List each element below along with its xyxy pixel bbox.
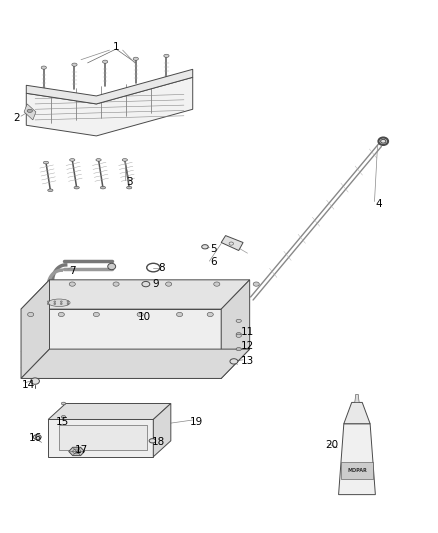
Ellipse shape: [236, 334, 241, 337]
Text: 8: 8: [159, 263, 166, 272]
Ellipse shape: [100, 187, 106, 189]
Polygon shape: [26, 69, 193, 104]
Ellipse shape: [47, 303, 49, 305]
Ellipse shape: [214, 282, 220, 286]
Ellipse shape: [236, 333, 241, 336]
Ellipse shape: [47, 301, 49, 303]
Polygon shape: [59, 425, 147, 450]
Ellipse shape: [58, 312, 64, 317]
Text: 12: 12: [241, 342, 254, 351]
Ellipse shape: [207, 312, 213, 317]
Text: 6: 6: [210, 257, 217, 267]
Ellipse shape: [108, 263, 116, 270]
Ellipse shape: [31, 378, 39, 384]
Polygon shape: [69, 447, 85, 456]
Text: 2: 2: [13, 114, 20, 123]
Polygon shape: [153, 403, 171, 457]
Polygon shape: [26, 77, 193, 136]
Polygon shape: [344, 402, 370, 424]
Polygon shape: [221, 280, 250, 378]
Text: 4: 4: [375, 199, 382, 208]
Text: 7: 7: [69, 266, 76, 276]
Ellipse shape: [27, 109, 32, 112]
Ellipse shape: [28, 312, 34, 317]
Text: 13: 13: [241, 357, 254, 366]
Ellipse shape: [60, 303, 62, 305]
Polygon shape: [21, 280, 49, 378]
Text: 10: 10: [138, 312, 151, 322]
Ellipse shape: [48, 189, 53, 191]
Polygon shape: [21, 280, 250, 309]
Ellipse shape: [74, 187, 79, 189]
Ellipse shape: [67, 301, 69, 303]
Ellipse shape: [122, 159, 127, 161]
Text: 16: 16: [29, 433, 42, 443]
Polygon shape: [48, 403, 171, 419]
Ellipse shape: [33, 435, 41, 439]
Polygon shape: [21, 349, 250, 378]
Text: 5: 5: [210, 244, 217, 254]
Ellipse shape: [164, 54, 169, 58]
Ellipse shape: [142, 281, 150, 287]
Text: 15: 15: [56, 417, 69, 427]
Text: 3: 3: [126, 177, 133, 187]
Ellipse shape: [60, 301, 62, 303]
Ellipse shape: [54, 303, 56, 305]
Text: 17: 17: [74, 446, 88, 455]
Text: 18: 18: [152, 438, 165, 447]
Text: 19: 19: [190, 417, 203, 427]
Ellipse shape: [378, 138, 388, 145]
Ellipse shape: [137, 312, 143, 317]
Ellipse shape: [113, 282, 119, 286]
Polygon shape: [355, 394, 359, 402]
Polygon shape: [21, 309, 221, 378]
Ellipse shape: [236, 319, 241, 322]
Ellipse shape: [41, 66, 46, 69]
Ellipse shape: [166, 282, 172, 286]
Ellipse shape: [177, 312, 183, 317]
Ellipse shape: [61, 402, 66, 405]
Ellipse shape: [43, 161, 49, 164]
Ellipse shape: [236, 348, 241, 351]
Ellipse shape: [149, 439, 155, 443]
Text: 9: 9: [152, 279, 159, 288]
Ellipse shape: [201, 245, 208, 249]
Ellipse shape: [70, 159, 75, 161]
Ellipse shape: [93, 312, 99, 317]
Polygon shape: [24, 104, 36, 120]
Ellipse shape: [61, 416, 66, 418]
Text: MOPAR: MOPAR: [347, 467, 367, 473]
Ellipse shape: [48, 299, 70, 306]
Text: 20: 20: [325, 440, 339, 450]
Ellipse shape: [253, 282, 259, 286]
Ellipse shape: [96, 159, 101, 161]
Ellipse shape: [67, 303, 69, 305]
Ellipse shape: [230, 359, 238, 364]
Ellipse shape: [127, 187, 132, 189]
Text: 11: 11: [241, 327, 254, 336]
Bar: [341, 462, 373, 479]
Text: 1: 1: [113, 42, 120, 52]
Ellipse shape: [133, 57, 138, 60]
Ellipse shape: [69, 282, 75, 286]
Text: 14: 14: [22, 380, 35, 390]
Ellipse shape: [102, 60, 108, 63]
Ellipse shape: [72, 63, 77, 66]
Polygon shape: [221, 236, 243, 251]
Polygon shape: [339, 424, 375, 495]
Polygon shape: [48, 419, 153, 457]
Ellipse shape: [45, 297, 74, 308]
Ellipse shape: [54, 301, 56, 303]
